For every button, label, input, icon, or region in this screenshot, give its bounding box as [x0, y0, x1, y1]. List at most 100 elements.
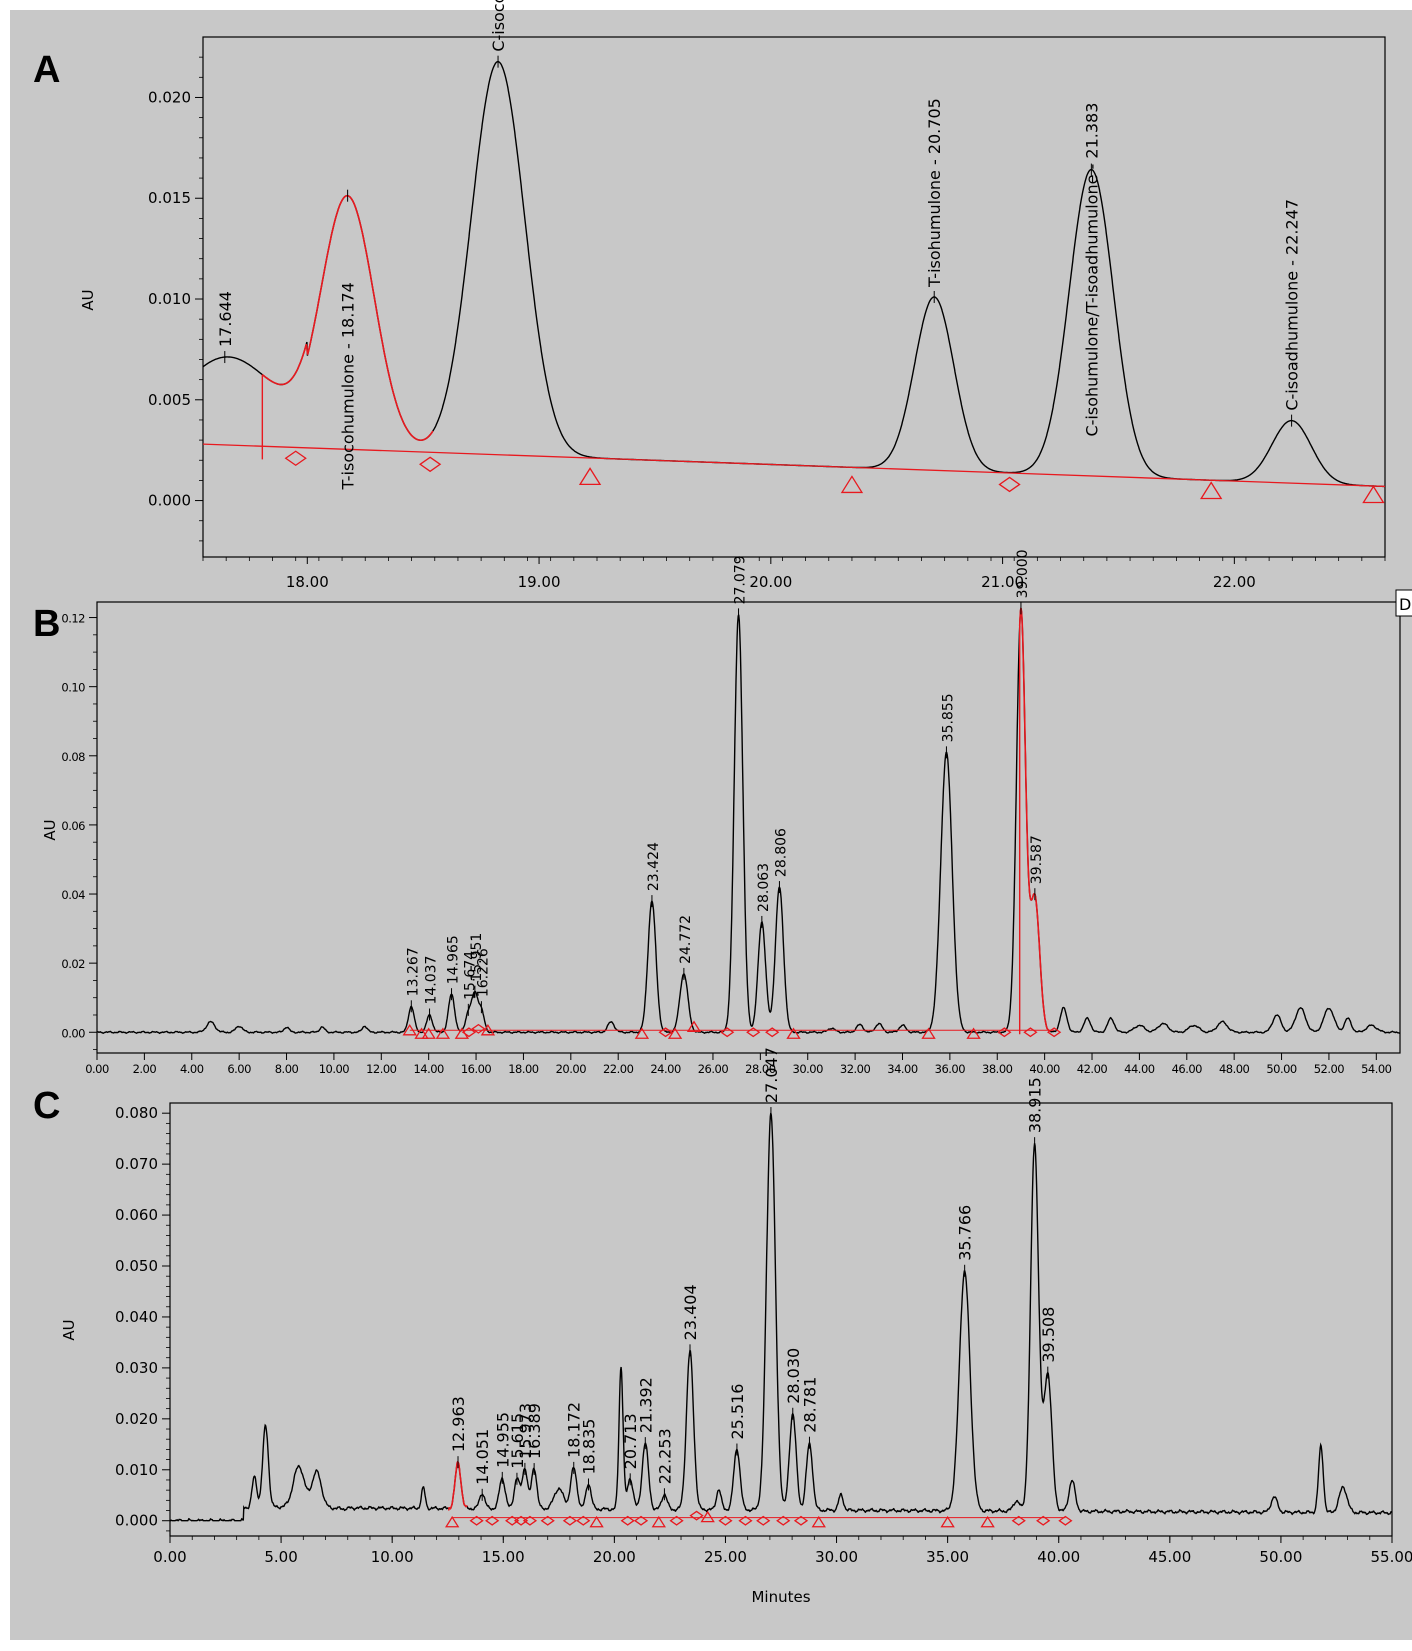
y-tick-label: 0.010 — [115, 1461, 158, 1479]
peak-label: 15.615 — [508, 1413, 527, 1469]
y-tick-label: 0.04 — [61, 888, 85, 902]
y-tick-label: 0.00 — [61, 1026, 85, 1040]
baseline-marker-triangle — [651, 1515, 666, 1528]
baseline-marker-diamond — [669, 1515, 684, 1526]
baseline-marker-diamond — [998, 476, 1021, 493]
y-tick-label: 0.020 — [148, 88, 191, 106]
baseline-marker-diamond — [718, 1515, 733, 1526]
baseline-marker-triangle — [589, 1515, 604, 1528]
x-tick-label: 18.00 — [286, 573, 329, 591]
baseline-marker-diamond — [620, 1515, 635, 1526]
peak-label: 23.404 — [681, 1284, 700, 1340]
baseline-marker-diamond — [1011, 1515, 1026, 1526]
baseline-marker-diamond — [746, 1027, 761, 1038]
peak-label: 23.424 — [646, 842, 662, 891]
baseline-marker-triangle — [1362, 485, 1385, 504]
x-tick-label: 22.00 — [1213, 573, 1256, 591]
x-tick-label: 10.00 — [371, 1548, 414, 1566]
peak-label: 14.965 — [446, 935, 462, 984]
x-tick-label: 32.00 — [840, 1062, 871, 1076]
peak-label: C-isocohumulone - 18.823 — [489, 0, 508, 52]
panel-b-chart: B 0.00 0.02 0.04 0.06 0.08 0.10 0.12 0.00 2.00 4.0… — [33, 549, 1401, 1076]
baseline-marker-triangle — [966, 1027, 981, 1039]
baseline-marker-triangle — [921, 1027, 936, 1039]
baseline-marker-diamond — [633, 1515, 649, 1526]
panel-c-chart: C 0.000 0.010 0.020 0.030 0.040 0.050 0.060 0.07… — [33, 1047, 1412, 1606]
x-tick-label: 4.00 — [180, 1062, 204, 1076]
peak-label: 35.766 — [956, 1205, 975, 1261]
baseline-marker-diamond — [756, 1515, 771, 1526]
panel-letter: B — [33, 603, 60, 645]
peak-label: 17.644 — [216, 291, 235, 347]
x-tick-label: 48.00 — [1219, 1062, 1250, 1076]
x-tick-label: 30.00 — [815, 1548, 858, 1566]
plot-area — [202, 36, 1386, 558]
baseline-marker-triangle — [1200, 481, 1223, 500]
y-tick-label: 0.02 — [61, 957, 85, 971]
corner-tag-text: D — [1399, 595, 1411, 614]
baseline-marker-triangle — [840, 475, 864, 494]
y-tick-label: 0.10 — [61, 681, 85, 695]
peak-label: 13.267 — [405, 947, 421, 996]
x-tick-label: 55.00 — [1371, 1548, 1412, 1566]
peak-label: T-isohumulone - 20.705 — [925, 98, 944, 288]
peak-label: 28.063 — [756, 863, 772, 912]
peak-label: 14.051 — [473, 1429, 492, 1485]
y-tick-label: 0.000 — [148, 492, 191, 510]
y-tick-label: 0.010 — [148, 290, 191, 308]
peak-label: 39.587 — [1029, 835, 1045, 884]
baseline-marker-triangle — [940, 1515, 955, 1528]
baseline-marker-triangle — [578, 467, 602, 486]
baseline-marker-diamond — [997, 1027, 1012, 1038]
y-tick-label: 0.020 — [115, 1410, 158, 1428]
x-tick-label: 12.00 — [366, 1062, 397, 1076]
baseline-marker-triangle — [786, 1027, 801, 1039]
baseline-marker-triangle — [402, 1023, 417, 1036]
baseline-marker-triangle — [700, 1510, 715, 1523]
x-tick-label: 14.00 — [413, 1062, 444, 1076]
x-tick-label: 35.00 — [926, 1548, 969, 1566]
peak-label: 35.855 — [940, 693, 956, 742]
x-tick-label: 15.00 — [482, 1548, 525, 1566]
x-tick-label: 0.00 — [85, 1062, 109, 1076]
peak-label: 18.172 — [565, 1402, 584, 1458]
peak-label: 18.835 — [579, 1418, 598, 1474]
y-tick-label: 0.06 — [61, 819, 85, 833]
panel-letter: C — [33, 1085, 60, 1127]
peak-label: 20.713 — [621, 1413, 640, 1469]
baseline-marker-diamond — [1036, 1515, 1051, 1526]
x-tick-label: 34.00 — [887, 1062, 918, 1076]
baseline-marker-diamond — [418, 456, 442, 473]
peak-label: C-isohumulone/T-isoadhumulone - 21.383 — [1082, 103, 1101, 437]
x-tick-label: 20.00 — [749, 573, 792, 591]
y-tick-label: 0.070 — [115, 1155, 158, 1173]
x-tick-label: 16.00 — [461, 1062, 492, 1076]
x-tick-label: 28.00 — [745, 1062, 776, 1076]
x-tick-label: 54.00 — [1361, 1062, 1392, 1076]
baseline-marker-triangle — [444, 1515, 460, 1528]
x-tick-label: 22.00 — [603, 1062, 634, 1076]
peak-label: 15.973 — [516, 1403, 535, 1459]
x-tick-label: 50.00 — [1259, 1548, 1302, 1566]
baseline-marker-diamond — [689, 1510, 704, 1521]
x-tick-label: 6.00 — [227, 1062, 251, 1076]
x-tick-label: 38.00 — [982, 1062, 1013, 1076]
plot-area — [169, 1102, 1393, 1537]
y-tick-label: 0.12 — [61, 612, 85, 626]
x-axis-label: Minutes — [751, 1588, 810, 1606]
baseline-marker-diamond — [1023, 1027, 1038, 1038]
baseline-marker-diamond — [485, 1515, 500, 1526]
x-tick-label: 8.00 — [275, 1062, 299, 1076]
baseline-marker-triangle — [980, 1515, 995, 1528]
baseline-marker-triangle — [480, 1023, 496, 1036]
baseline-marker-triangle — [634, 1027, 650, 1039]
x-tick-label: 5.00 — [264, 1548, 297, 1566]
baseline-marker-diamond — [522, 1515, 538, 1526]
baseline-marker-diamond — [471, 1023, 486, 1034]
x-tick-label: 42.00 — [1077, 1062, 1108, 1076]
baseline-marker-diamond — [658, 1027, 673, 1038]
baseline-marker-diamond — [576, 1515, 591, 1526]
peak-label: 15.951 — [469, 933, 485, 982]
baseline-marker-diamond — [793, 1515, 809, 1526]
peak-label: 39.000 — [1015, 549, 1031, 598]
